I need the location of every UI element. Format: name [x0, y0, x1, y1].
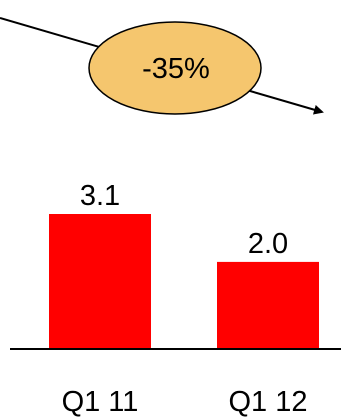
bar-q1-12	[217, 261, 319, 349]
change-annotation-text: -35%	[142, 53, 210, 85]
bar-q1-11	[49, 214, 151, 349]
data-label-q1-11: 3.1	[80, 180, 120, 212]
x-tick-label-q1-12: Q1 12	[229, 386, 308, 418]
change-annotation-ellipse	[88, 21, 262, 115]
data-label-q1-12: 2.0	[248, 228, 288, 260]
x-tick-label-q1-11: Q1 11	[62, 386, 139, 418]
